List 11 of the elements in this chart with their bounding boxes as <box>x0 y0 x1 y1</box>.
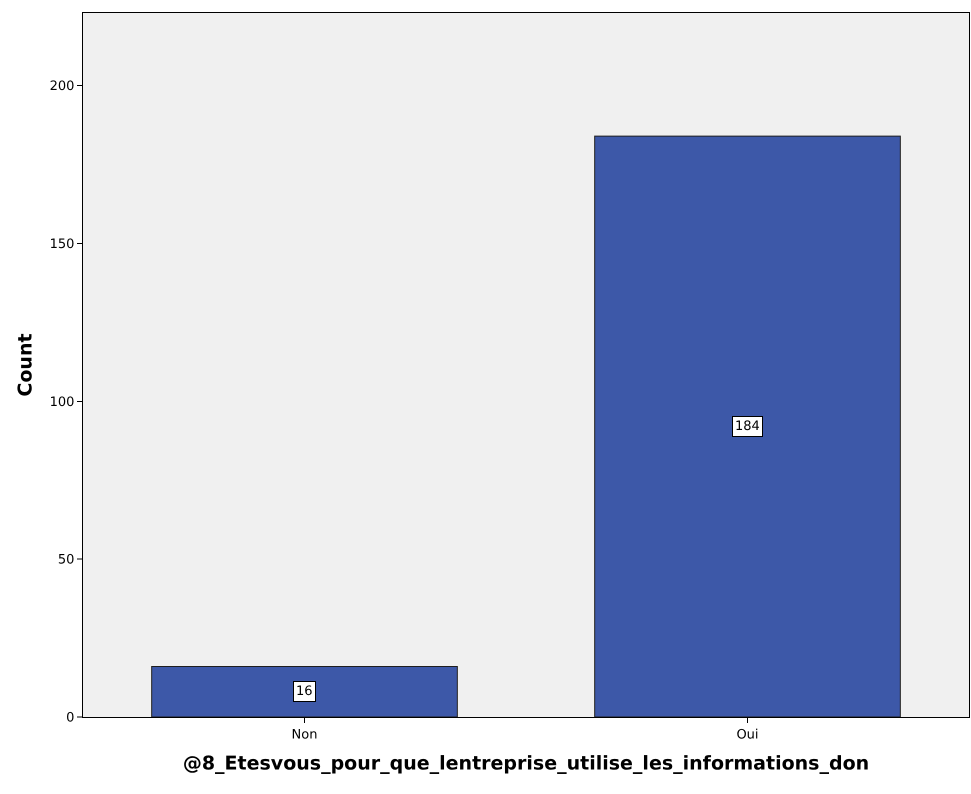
y-tick-label: 200 <box>50 79 74 94</box>
x-tick-label: Oui <box>736 728 759 743</box>
y-axis-title: Count <box>14 333 36 397</box>
y-tick-label: 0 <box>66 710 74 726</box>
x-tick-label: Non <box>292 728 318 743</box>
x-axis-title: @8_Etesvous_pour_que_lentreprise_utilise_les_informations_don <box>182 752 870 774</box>
y-tick-label: 50 <box>58 552 74 568</box>
y-tick-label: 100 <box>50 394 74 410</box>
data-label: 184 <box>735 419 760 434</box>
y-tick-label: 150 <box>50 237 74 252</box>
data-label: 16 <box>296 684 313 699</box>
